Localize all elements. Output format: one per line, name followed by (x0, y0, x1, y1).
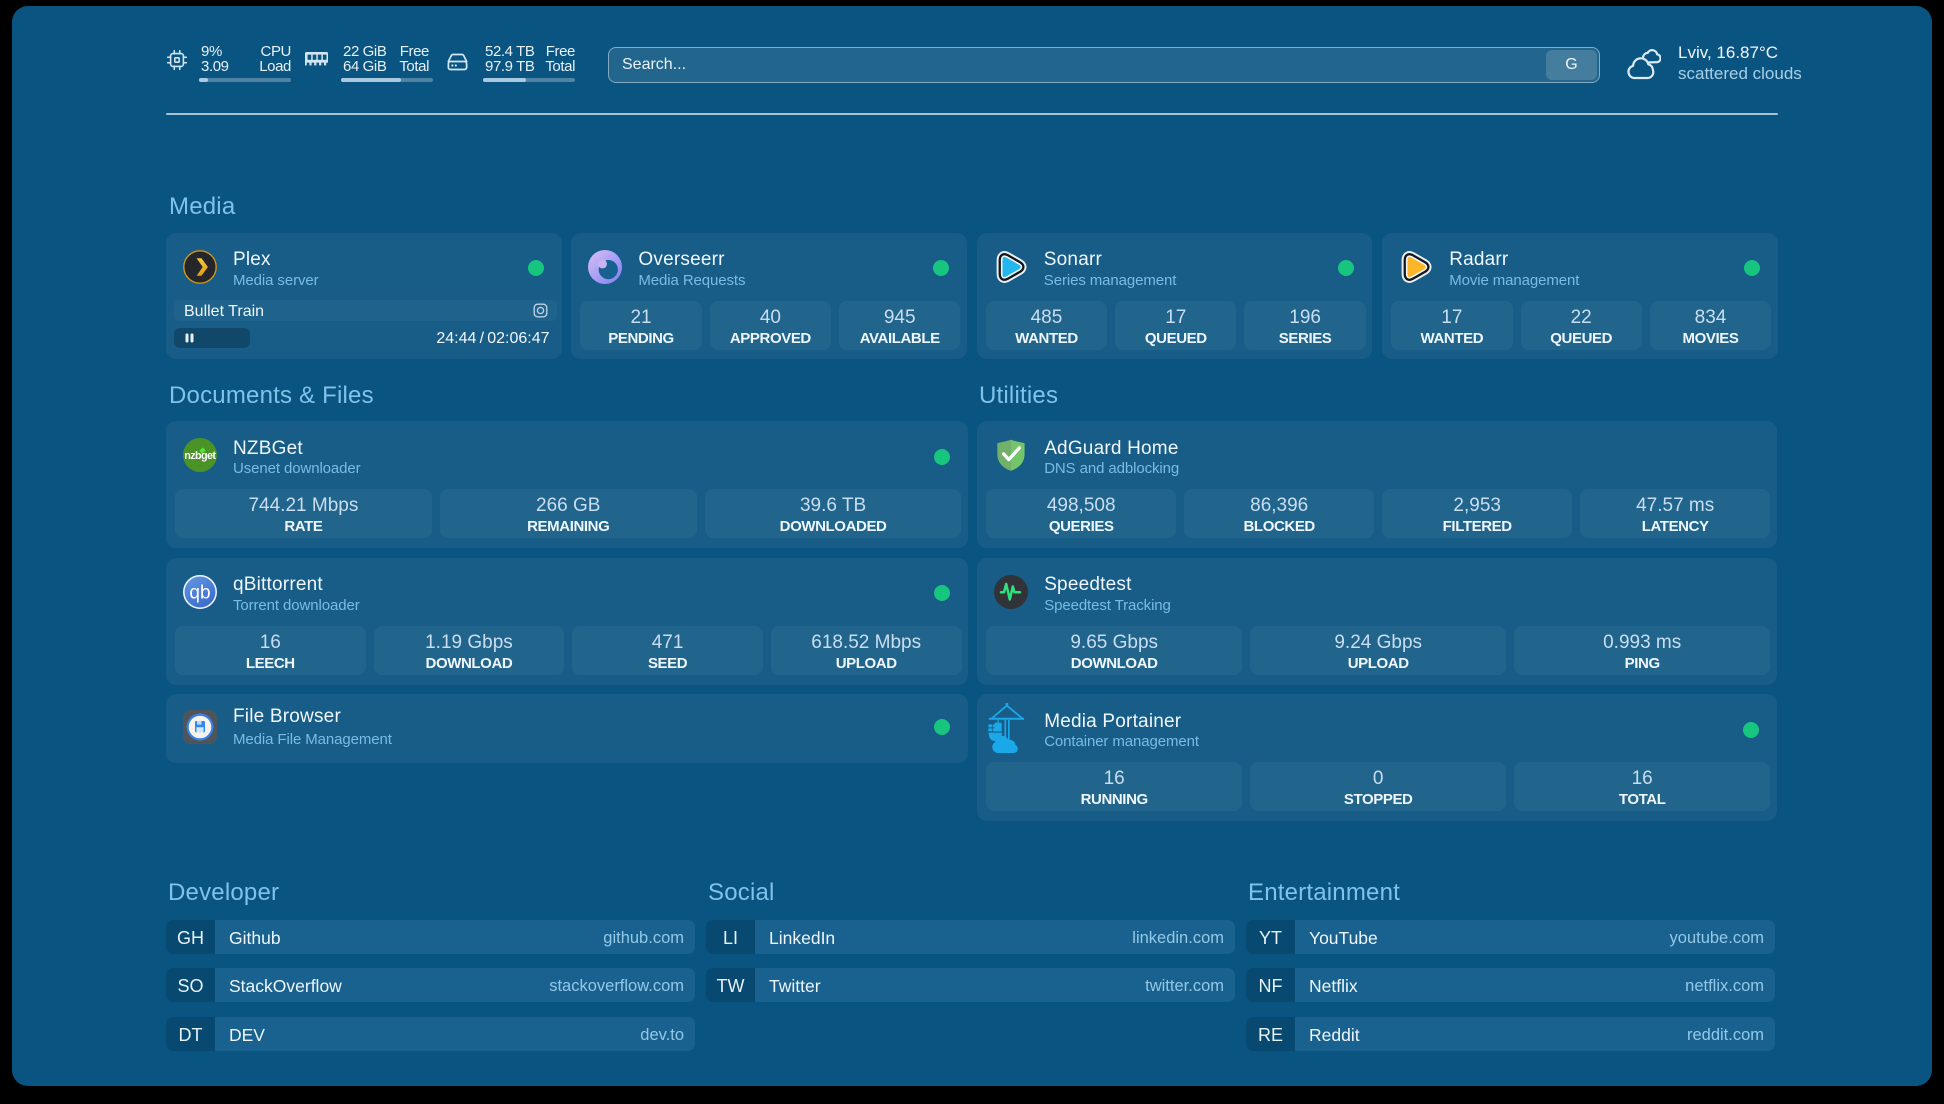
svg-text:qb: qb (189, 582, 210, 603)
svg-text:nzbget: nzbget (184, 450, 216, 462)
